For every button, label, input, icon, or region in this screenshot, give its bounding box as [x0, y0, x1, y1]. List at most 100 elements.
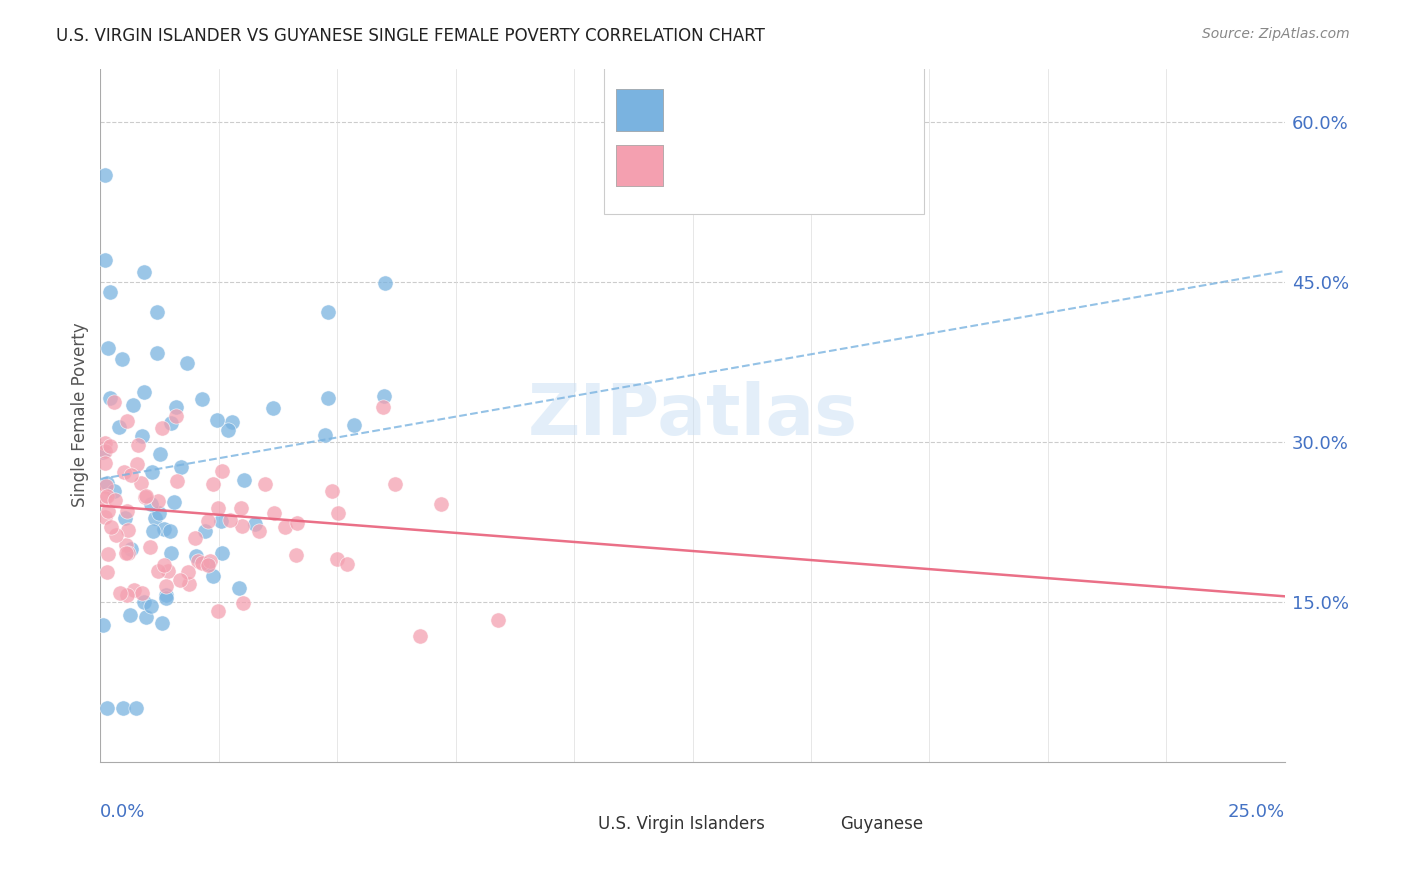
Point: [486, 613, 509, 627]
Point: [314, 428, 336, 442]
Point: [384, 476, 406, 491]
Text: 73: 73: [859, 157, 883, 175]
Point: [127, 438, 149, 452]
Point: [94, 444, 117, 458]
Point: [112, 466, 135, 480]
Point: [156, 564, 179, 578]
Y-axis label: Single Female Poverty: Single Female Poverty: [72, 323, 89, 508]
Point: [115, 503, 138, 517]
Point: [117, 523, 139, 537]
Point: [201, 476, 224, 491]
Point: [198, 554, 221, 568]
Point: [202, 569, 225, 583]
FancyBboxPatch shape: [568, 812, 595, 832]
Point: [91, 617, 114, 632]
Point: [131, 586, 153, 600]
Point: [229, 500, 252, 515]
Point: [94, 456, 117, 470]
Text: -0.159: -0.159: [728, 157, 793, 175]
Point: [374, 276, 396, 290]
Point: [179, 576, 201, 591]
Point: [148, 506, 170, 520]
Point: [316, 304, 339, 318]
Point: [155, 579, 177, 593]
Point: [155, 588, 177, 602]
Point: [134, 595, 156, 609]
Point: [132, 384, 155, 399]
Point: [316, 391, 339, 405]
Point: [150, 616, 173, 631]
Point: [326, 552, 349, 566]
Point: [170, 460, 193, 475]
Point: [94, 491, 117, 505]
Point: [254, 477, 277, 491]
Point: [162, 494, 184, 508]
Point: [153, 522, 176, 536]
FancyBboxPatch shape: [616, 145, 664, 186]
Point: [159, 546, 181, 560]
Text: ZIPatlas: ZIPatlas: [527, 381, 858, 450]
FancyBboxPatch shape: [616, 89, 664, 131]
Point: [155, 591, 177, 605]
Point: [197, 515, 219, 529]
Point: [104, 528, 127, 542]
Point: [115, 539, 138, 553]
Point: [409, 629, 432, 643]
Point: [285, 548, 308, 562]
Point: [117, 546, 139, 560]
Point: [100, 519, 122, 533]
Point: [243, 516, 266, 531]
Point: [122, 583, 145, 598]
Text: N =: N =: [790, 157, 842, 175]
FancyBboxPatch shape: [616, 89, 664, 131]
Point: [285, 516, 308, 530]
Point: [96, 476, 118, 491]
Point: [184, 549, 207, 563]
Point: [146, 305, 169, 319]
Point: [221, 415, 243, 429]
FancyBboxPatch shape: [616, 145, 664, 186]
Point: [263, 506, 285, 520]
Point: [115, 588, 138, 602]
Point: [112, 701, 135, 715]
Point: [131, 429, 153, 443]
Point: [159, 524, 181, 539]
Point: [190, 556, 212, 570]
Point: [98, 391, 121, 405]
Point: [231, 519, 253, 533]
FancyBboxPatch shape: [603, 62, 924, 214]
Point: [97, 341, 120, 355]
Point: [148, 564, 170, 578]
Point: [187, 554, 209, 568]
Point: [103, 395, 125, 409]
Text: 0.0%: 0.0%: [100, 803, 146, 822]
Point: [197, 558, 219, 572]
Point: [118, 608, 141, 623]
Point: [141, 465, 163, 479]
Point: [150, 421, 173, 435]
Point: [120, 541, 142, 556]
Text: U.S. VIRGIN ISLANDER VS GUYANESE SINGLE FEMALE POVERTY CORRELATION CHART: U.S. VIRGIN ISLANDER VS GUYANESE SINGLE …: [56, 27, 765, 45]
Point: [125, 457, 148, 471]
Point: [115, 546, 138, 560]
Point: [96, 489, 118, 503]
Point: [146, 345, 169, 359]
Point: [115, 414, 138, 428]
Text: U.S. Virgin Islanders: U.S. Virgin Islanders: [598, 815, 765, 833]
Point: [194, 524, 217, 538]
Text: 65: 65: [859, 101, 883, 120]
Point: [96, 547, 118, 561]
Point: [321, 484, 343, 499]
Point: [343, 417, 366, 432]
Point: [139, 497, 162, 511]
Point: [373, 389, 395, 403]
Point: [207, 501, 229, 516]
Point: [191, 392, 214, 406]
Point: [114, 510, 136, 524]
Point: [165, 409, 187, 423]
Point: [98, 285, 121, 300]
Point: [94, 168, 117, 182]
Point: [134, 490, 156, 504]
Point: [143, 511, 166, 525]
Point: [336, 557, 359, 571]
